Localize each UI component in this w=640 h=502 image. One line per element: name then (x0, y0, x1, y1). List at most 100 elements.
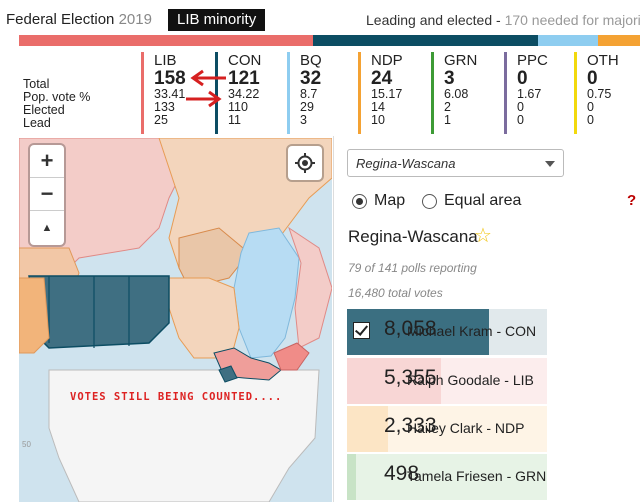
candidate-bar-track (347, 454, 547, 500)
party-name: GRN (444, 52, 478, 69)
party-name: CON (228, 52, 262, 69)
party-elected: 133 (154, 100, 175, 114)
locate-button[interactable] (288, 146, 322, 180)
party-pop-vote: 15.17 (371, 87, 403, 101)
party-name: BQ (300, 52, 322, 69)
seat-distribution-bar (19, 35, 640, 46)
party-lead: 25 (154, 113, 168, 127)
party-column-grn: GRN 3 6.08 2 1 (431, 52, 477, 134)
party-elected: 14 (371, 100, 385, 114)
candidate-name: Tamela Friesen - GRN (407, 468, 547, 484)
leading-label: Leading and elected - (366, 12, 501, 28)
riding-map-svg[interactable] (19, 138, 332, 502)
help-icon[interactable]: ? (627, 192, 637, 209)
party-pop-vote: 33.41 (154, 87, 186, 101)
seat-bar-segment-bq (538, 35, 598, 46)
party-total-seats: 0 (587, 68, 598, 89)
party-lead: 1 (444, 113, 451, 127)
party-lead: 0 (517, 113, 524, 127)
seat-bar-segment-lib (19, 35, 313, 46)
party-name: PPC (517, 52, 548, 69)
election-year: 2019 (118, 11, 152, 28)
candidate-bar-track (347, 406, 547, 452)
party-pop-vote: 34.22 (228, 87, 260, 101)
election-map[interactable] (19, 138, 332, 502)
party-lead: 10 (371, 113, 385, 127)
party-name: NDP (371, 52, 403, 69)
party-column-oth: OTH 0 0.75 0 0 (574, 52, 619, 134)
minority-badge: LIB minority (168, 9, 266, 31)
radio-equal-area[interactable] (422, 193, 437, 209)
party-column-ppc: PPC 0 1.67 0 0 (504, 52, 548, 134)
party-pop-vote: 8.7 (300, 87, 318, 101)
candidate-vote-bar (347, 358, 441, 404)
riding-name: Regina-Wascana (348, 227, 478, 246)
party-column-lib: LIB 158 33.41 133 25 (141, 52, 186, 134)
candidate-name: Hailey Clark - NDP (407, 420, 525, 436)
app-title: Federal Election 2019 (6, 11, 152, 28)
party-elected: 0 (587, 100, 594, 114)
zoom-in-button[interactable]: + (30, 145, 64, 178)
party-elected: 110 (228, 100, 248, 114)
view-option-map-label: Map (374, 192, 406, 209)
row-label-pop-vote: Pop. vote % (23, 90, 91, 104)
party-column-con: CON 121 34.22 110 11 (215, 52, 261, 134)
candidate-vote-bar (347, 309, 489, 355)
party-pop-vote: 0.75 (587, 87, 612, 101)
latitude-label: 50 (22, 440, 31, 449)
row-label-lead: Lead (23, 116, 51, 130)
row-label-total: Total (23, 77, 50, 91)
north-arrow-icon: ▲ (41, 222, 53, 234)
party-pop-vote: 6.08 (444, 87, 469, 101)
candidate-row: Ralph Goodale - LIB 5,355 (347, 358, 640, 404)
map-zoom-controls: + − ▲ N (30, 145, 64, 245)
seat-bar-segment-ndp (598, 35, 640, 46)
party-name: LIB (154, 52, 177, 69)
candidate-votes: 8,058 (384, 317, 437, 340)
party-pop-vote: 1.67 (517, 87, 542, 101)
candidate-votes: 498 (384, 462, 420, 485)
party-lead: 3 (300, 113, 307, 127)
view-option-equal-area-label: Equal area (444, 192, 522, 209)
elected-check-icon (353, 322, 370, 339)
candidate-vote-bar (347, 454, 356, 500)
candidate-bar-track (347, 358, 547, 404)
candidate-votes: 2,333 (384, 414, 437, 437)
votes-counting-annotation: VOTES STILL BEING COUNTED.... (70, 391, 283, 403)
riding-select-value: Regina-Wascana (356, 156, 456, 171)
row-label-elected: Elected (23, 103, 65, 117)
party-lead: 0 (587, 113, 594, 127)
radio-selected-dot (356, 197, 363, 205)
crosshair-icon (295, 153, 315, 173)
radio-map[interactable] (352, 193, 367, 209)
row-labels: Total Pop. vote % Elected Lead (23, 78, 90, 130)
candidate-name: Ralph Goodale - LIB (407, 372, 534, 388)
candidate-name: Michael Kram - CON (407, 323, 537, 339)
north-arrow-button[interactable]: ▲ N (30, 211, 64, 245)
party-total-seats: 3 (444, 68, 455, 89)
total-votes: 16,480 total votes (348, 286, 443, 300)
party-results-table: Total Pop. vote % Elected Lead LIB 158 33.… (0, 50, 640, 136)
candidate-row: Hailey Clark - NDP 2,333 (347, 406, 640, 452)
party-column-bq: BQ 32 8.7 29 3 (287, 52, 322, 134)
party-total-seats: 24 (371, 68, 393, 89)
candidate-vote-bar (347, 406, 388, 452)
candidate-votes: 5,355 (384, 366, 437, 389)
star-icon[interactable]: ☆ (474, 225, 492, 247)
candidate-row: Tamela Friesen - GRN 498 (347, 454, 640, 500)
party-elected: 0 (517, 100, 524, 114)
riding-select[interactable]: Regina-Wascana (347, 149, 564, 177)
party-lead: 11 (228, 113, 241, 127)
zoom-out-button[interactable]: − (30, 178, 64, 211)
view-option-equal-area[interactable]: Equal area (422, 192, 521, 210)
polls-reporting: 79 of 141 polls reporting (348, 261, 477, 275)
view-option-map[interactable]: Map (352, 192, 405, 210)
party-column-ndp: NDP 24 15.17 14 10 (358, 52, 403, 134)
majority-needed-text: 170 needed for majority (504, 12, 640, 28)
header: Federal Election 2019 LIB minority Leadi… (0, 0, 640, 36)
seat-bar-segment-con (313, 35, 538, 46)
party-total-seats: 158 (154, 68, 186, 89)
party-total-seats: 32 (300, 68, 322, 89)
party-total-seats: 0 (517, 68, 528, 89)
party-total-seats: 121 (228, 68, 260, 89)
